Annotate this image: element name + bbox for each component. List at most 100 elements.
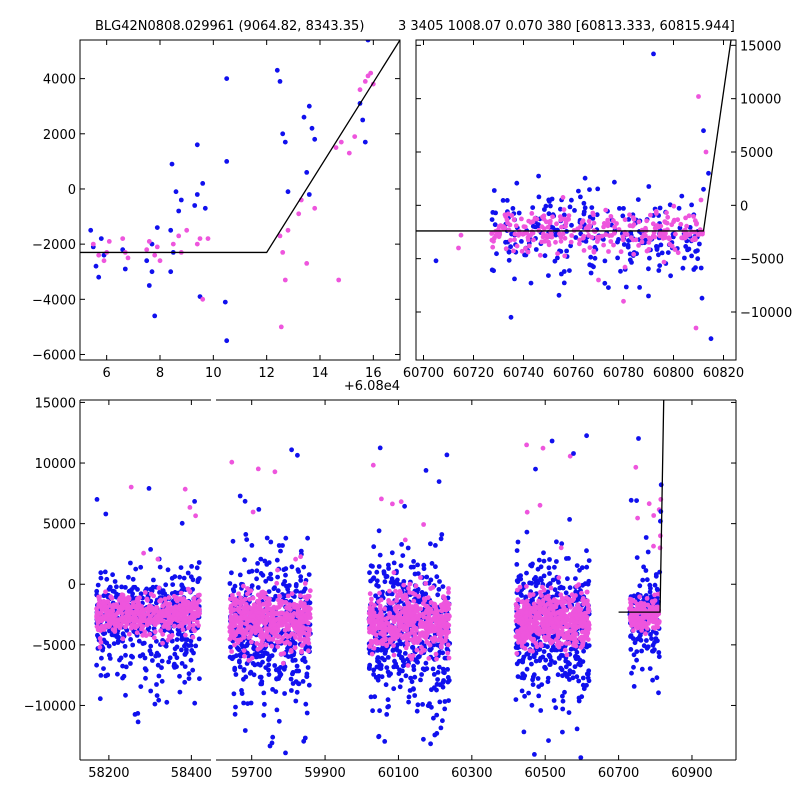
blue-point — [164, 699, 170, 705]
x-tick-label: 10 — [205, 366, 222, 381]
blue-point — [120, 631, 126, 637]
blue-point — [376, 733, 382, 739]
blue-point — [542, 253, 548, 259]
pink-point — [257, 645, 263, 651]
pink-point — [172, 623, 177, 629]
pink-point — [555, 632, 561, 637]
blue-point — [176, 208, 182, 214]
outlier-point — [423, 468, 429, 473]
blue-point — [237, 664, 243, 670]
outlier-point — [533, 466, 538, 472]
blue-point — [290, 670, 296, 675]
blue-point — [668, 273, 673, 279]
blue-point — [391, 647, 396, 653]
blue-point — [494, 251, 499, 257]
blue-point — [594, 212, 600, 218]
blue-point — [181, 575, 187, 581]
pink-point — [538, 641, 544, 647]
pink-point — [547, 219, 553, 225]
pink-point — [292, 645, 298, 651]
blue-point — [587, 187, 592, 193]
pink-point — [644, 218, 650, 224]
outlier-point — [524, 509, 530, 515]
pink-point — [392, 625, 398, 631]
blue-point — [656, 268, 662, 273]
blue-point — [289, 564, 295, 570]
pink-point — [193, 610, 199, 616]
outlier-point — [148, 547, 154, 552]
pink-point — [587, 245, 593, 251]
blue-point — [425, 703, 431, 709]
pink-point — [445, 603, 450, 608]
y-tick-label: 15000 — [740, 39, 781, 54]
blue-point — [553, 227, 558, 233]
blue-point — [283, 566, 289, 572]
blue-point — [281, 666, 287, 672]
blue-point — [616, 237, 621, 242]
blue-point — [377, 708, 382, 714]
pink-point — [405, 642, 411, 647]
pink-point — [269, 643, 275, 649]
pink-point — [394, 598, 399, 603]
pink-point — [548, 640, 554, 646]
pink-point — [372, 613, 378, 619]
blue-point — [586, 578, 592, 584]
pink-point — [377, 590, 382, 596]
pink-point — [409, 656, 415, 662]
pink-point — [195, 600, 201, 605]
pink-point — [540, 622, 546, 627]
blue-point — [374, 569, 380, 575]
pink-point — [631, 251, 637, 257]
blue-point — [382, 579, 388, 585]
blue-point — [95, 582, 101, 588]
blue-point — [421, 566, 427, 572]
blue-point — [695, 256, 701, 262]
blue-point — [263, 578, 269, 584]
y-tick-label: 5000 — [740, 146, 773, 161]
pink-point — [420, 611, 426, 617]
outlier-point — [237, 493, 243, 499]
pink-point — [446, 586, 451, 591]
blue-point — [129, 653, 134, 659]
blue-point — [569, 197, 574, 203]
blue-point — [169, 638, 175, 644]
pink-point — [144, 247, 150, 253]
pink-point — [696, 231, 702, 237]
blue-point — [243, 532, 249, 537]
blue-point — [411, 663, 416, 669]
pink-point — [205, 236, 211, 242]
blue-point — [652, 582, 658, 588]
blue-point — [389, 550, 395, 556]
pink-point — [185, 609, 191, 614]
pink-point — [384, 643, 389, 649]
pink-point — [94, 614, 99, 619]
blue-point — [275, 574, 280, 580]
blue-point — [638, 632, 643, 638]
pink-point — [267, 601, 272, 607]
blue-point — [579, 694, 585, 700]
blue-point — [296, 681, 302, 687]
pink-point — [541, 213, 547, 219]
blue-point — [157, 564, 163, 570]
blue-point — [277, 673, 283, 679]
pink-point — [336, 277, 342, 283]
pink-point — [228, 609, 234, 615]
blue-point — [155, 662, 161, 668]
blue-point — [382, 739, 388, 744]
pink-point — [157, 598, 163, 604]
blue-point — [120, 663, 125, 669]
blue-point — [657, 205, 663, 211]
pink-point — [545, 224, 551, 230]
pink-point — [611, 218, 616, 224]
blue-point — [371, 544, 377, 550]
pink-point — [176, 233, 182, 239]
pink-point — [564, 607, 569, 613]
blue-point — [138, 564, 144, 570]
plot-area — [94, 400, 665, 760]
blue-point — [641, 564, 646, 570]
blue-point — [650, 642, 656, 648]
blue-point — [440, 684, 446, 690]
blue-point — [546, 738, 551, 743]
blue-point — [368, 563, 374, 569]
